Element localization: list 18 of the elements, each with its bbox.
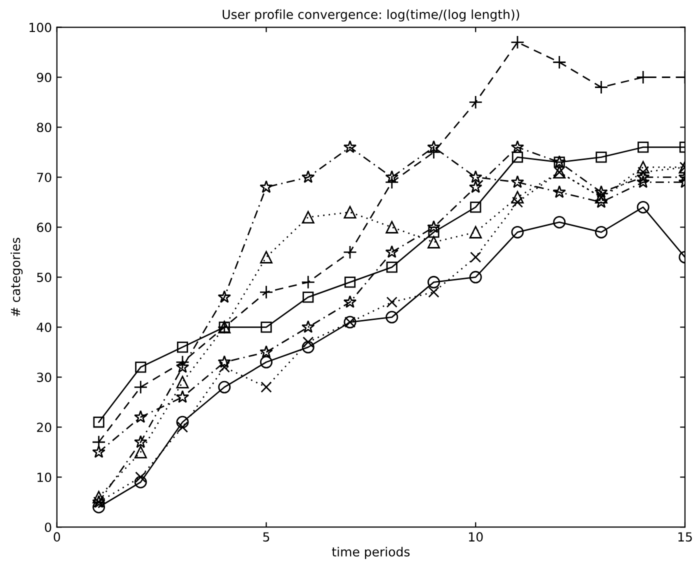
y-axis-title: # categories — [10, 238, 23, 316]
y-tick-label: 50 — [37, 272, 52, 282]
y-tick-label: 40 — [36, 322, 52, 332]
y-tick-label: 90 — [36, 72, 52, 82]
y-tick-label: 100 — [30, 22, 52, 32]
y-tick-label: 30 — [37, 372, 52, 382]
x-tick-label: 10 — [469, 532, 483, 542]
chart-title: User profile convergence: log(time/(log length)) — [222, 9, 520, 22]
x-tick-label: 0 — [54, 532, 60, 542]
x-tick-label: 5 — [263, 532, 270, 542]
y-tick-label: 60 — [37, 222, 52, 232]
y-tick-label: 0 — [44, 522, 52, 532]
x-tick-label: 15 — [678, 532, 692, 542]
y-tick-label: 20 — [37, 422, 52, 432]
y-tick-label: 80 — [36, 122, 52, 132]
y-tick-label: 70 — [37, 172, 52, 182]
y-tick-label: 10 — [38, 472, 52, 482]
x-axis-title: time periods — [332, 546, 410, 559]
